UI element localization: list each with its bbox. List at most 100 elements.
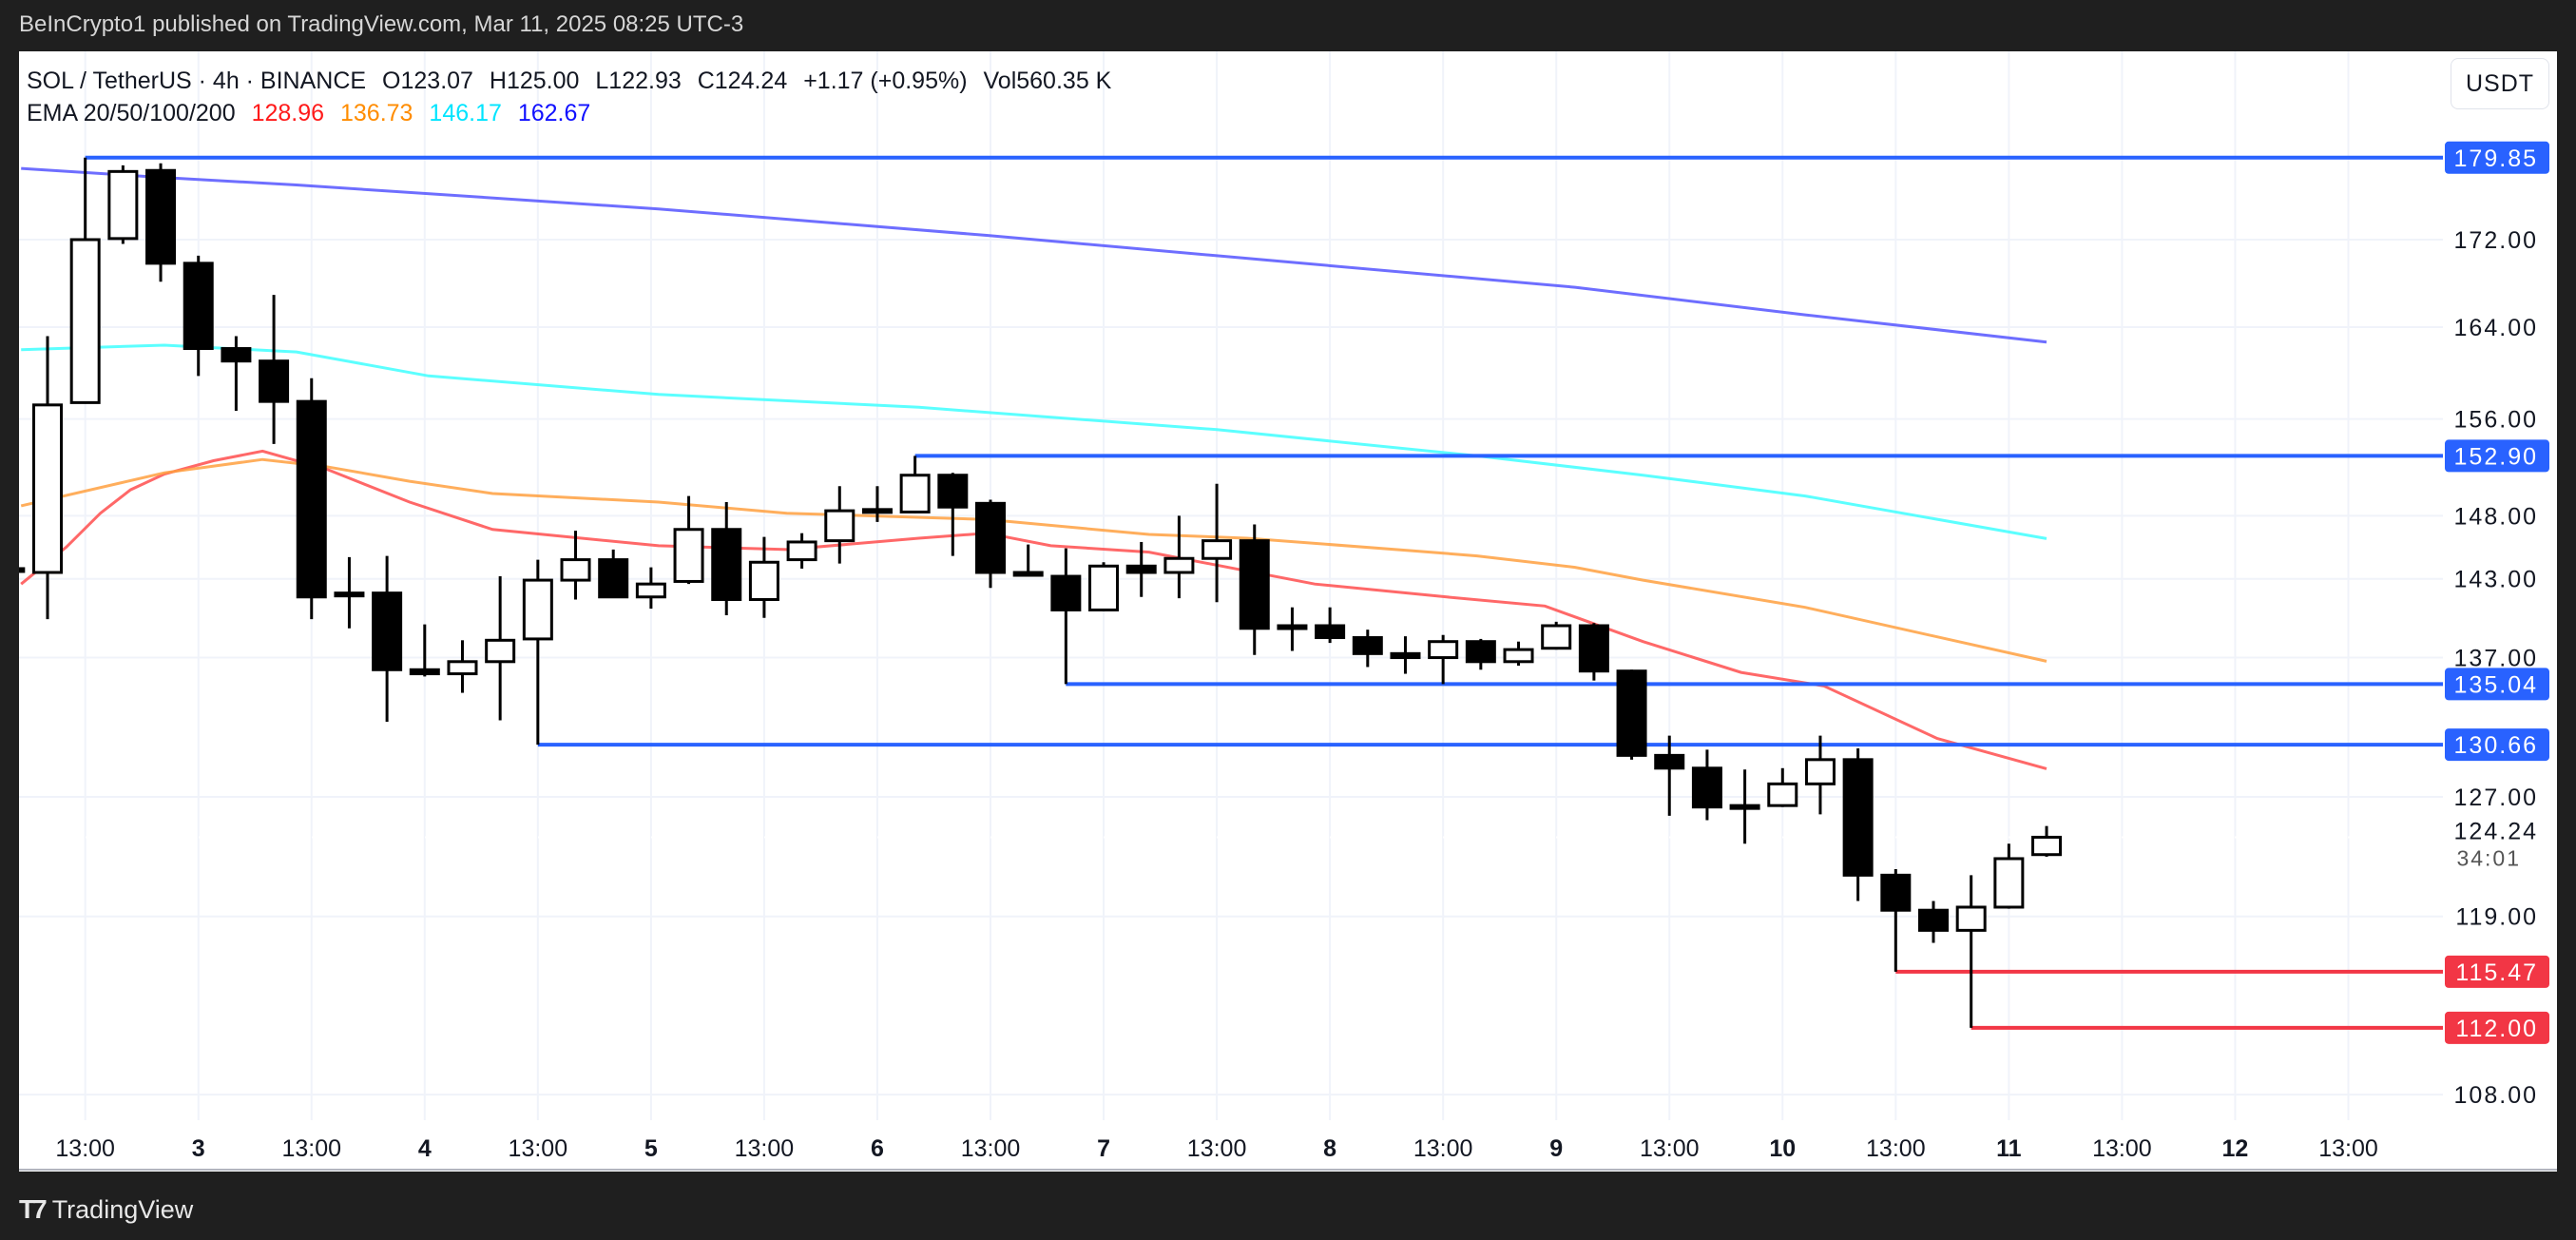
price-axis[interactable]: 172.00 164.00 156.00 148.00 143.00 137.00 127.… (2445, 141, 2549, 1109)
high-value: H125.00 (489, 68, 580, 94)
x-tick-label: 13:00 (1187, 1135, 1247, 1162)
candle-bullish (786, 533, 817, 569)
candle-body (334, 591, 365, 598)
symbol-label[interactable]: SOL / TetherUS · 4h · BINANCE (27, 68, 367, 94)
y-tick-label: 172.00 (2454, 227, 2538, 254)
candle-bearish (1918, 901, 1949, 943)
candle-body (409, 668, 440, 676)
candle-body (1654, 753, 1685, 770)
candle-body (1541, 624, 1572, 650)
x-tick-label: 13:00 (55, 1135, 115, 1162)
candle-bullish (1163, 515, 1195, 599)
y-tick-label: 108.00 (2454, 1082, 2538, 1109)
volume-value: Vol560.35 K (983, 68, 1112, 94)
ema-row: EMA 20/50/100/200 128.96 136.73 146.17 1… (27, 97, 1121, 129)
candlestick-chart[interactable]: 172.00 164.00 156.00 148.00 143.00 137.00 127.… (19, 51, 2557, 1172)
candle-body (183, 262, 214, 351)
candle-body (2031, 835, 2063, 857)
candle-bullish (69, 157, 101, 404)
candle-bearish (409, 624, 440, 677)
candle-bearish (1691, 749, 1722, 821)
candle-body (1201, 539, 1233, 560)
y-tick-label: 143.00 (2454, 567, 2538, 593)
candle-bullish (334, 556, 365, 629)
candle-bullish (1277, 607, 1308, 651)
candle-bullish (1201, 483, 1233, 603)
candle-bullish (1428, 634, 1459, 685)
ema20-value: 128.96 (251, 100, 325, 126)
x-tick-label: 13:00 (1413, 1135, 1473, 1162)
candle-body (19, 567, 26, 573)
candle-bearish (711, 502, 742, 615)
x-tick-label: 13:00 (2318, 1135, 2378, 1162)
x-tick-label: 13:00 (509, 1135, 568, 1162)
ema200-value: 162.67 (517, 100, 591, 126)
candle-body (1767, 782, 1798, 807)
level-price-tag (2445, 141, 2549, 174)
ema-label[interactable]: EMA 20/50/100/200 (27, 100, 236, 126)
chart-legend: SOL / TetherUS · 4h · BINANCE O123.07 H1… (27, 65, 1121, 129)
candle-body (1163, 556, 1195, 574)
level-price-label: 152.90 (2454, 443, 2538, 470)
candle-body (786, 540, 817, 562)
candle-bullish (1767, 767, 1798, 807)
level-price-tag (2445, 1011, 2549, 1044)
change-value: +1.17 (+0.95%) (803, 68, 968, 94)
level-price-label: 112.00 (2455, 1016, 2538, 1042)
ema50-value: 136.73 (340, 100, 413, 126)
candle-bullish (1993, 843, 2025, 909)
candle-body (1691, 766, 1722, 809)
candle-bullish (899, 455, 931, 513)
x-tick-label: 3 (192, 1135, 205, 1162)
ema-line-100 (21, 343, 2047, 540)
candle-bullish (635, 567, 666, 610)
level-lines (19, 155, 2443, 1030)
candle-body (824, 509, 855, 543)
x-tick-label: 13:00 (1866, 1135, 1926, 1162)
candle-bullish (748, 536, 779, 618)
candle-body (1012, 571, 1044, 577)
y-tick-label: 164.00 (2454, 315, 2538, 341)
x-tick-label: 4 (418, 1135, 432, 1162)
x-tick-label: 13:00 (1640, 1135, 1700, 1162)
candle-bearish (1239, 524, 1270, 655)
open-value: O123.07 (382, 68, 473, 94)
candle-bearish (1125, 541, 1157, 597)
candle-bullish (673, 495, 704, 585)
candle-body (1125, 564, 1157, 574)
candle-body (598, 558, 629, 599)
candle-body (1842, 758, 1874, 877)
candle-body (107, 169, 139, 241)
candle-body (1578, 624, 1609, 673)
brand-name: TradingView (51, 1194, 194, 1224)
candle-body (1804, 758, 1836, 785)
candle-body (1352, 636, 1383, 655)
candle-body (673, 528, 704, 583)
footer-brand[interactable]: T7 TradingView (19, 1194, 193, 1225)
time-axis[interactable]: 13:00 3 13:00 4 13:00 5 13:00 6 13:00 7 13:00 8 13:0… (19, 1135, 2557, 1171)
x-tick-label: 13:00 (735, 1135, 795, 1162)
ohlc-row: SOL / TetherUS · 4h · BINANCE O123.07 H1… (27, 65, 1121, 97)
candle-bearish (1315, 607, 1346, 644)
x-tick-label: 13:00 (281, 1135, 341, 1162)
candle-bullish (447, 640, 478, 693)
candle-body (372, 591, 403, 671)
candle-body (1277, 624, 1308, 630)
candle-body (711, 528, 742, 601)
currency-button[interactable]: USDT (2451, 58, 2549, 109)
candle-bearish (19, 567, 26, 573)
candle-body (447, 660, 478, 676)
candle-body (975, 501, 1006, 574)
chart-panel[interactable]: 172.00 164.00 156.00 148.00 143.00 137.00 127.… (19, 51, 2557, 1172)
ema-line-20 (20, 449, 2047, 770)
candle-bearish (1390, 636, 1421, 674)
candle-bullish (2031, 825, 2063, 857)
candle-body (1503, 648, 1534, 664)
bar-countdown: 34:01 (2456, 845, 2521, 870)
y-tick-label: 156.00 (2454, 407, 2538, 434)
candle-body (259, 359, 290, 403)
candle-body (1918, 908, 1949, 932)
candle-bearish (296, 378, 327, 620)
level-price-tag (2445, 955, 2549, 988)
candle-bullish (861, 486, 893, 522)
